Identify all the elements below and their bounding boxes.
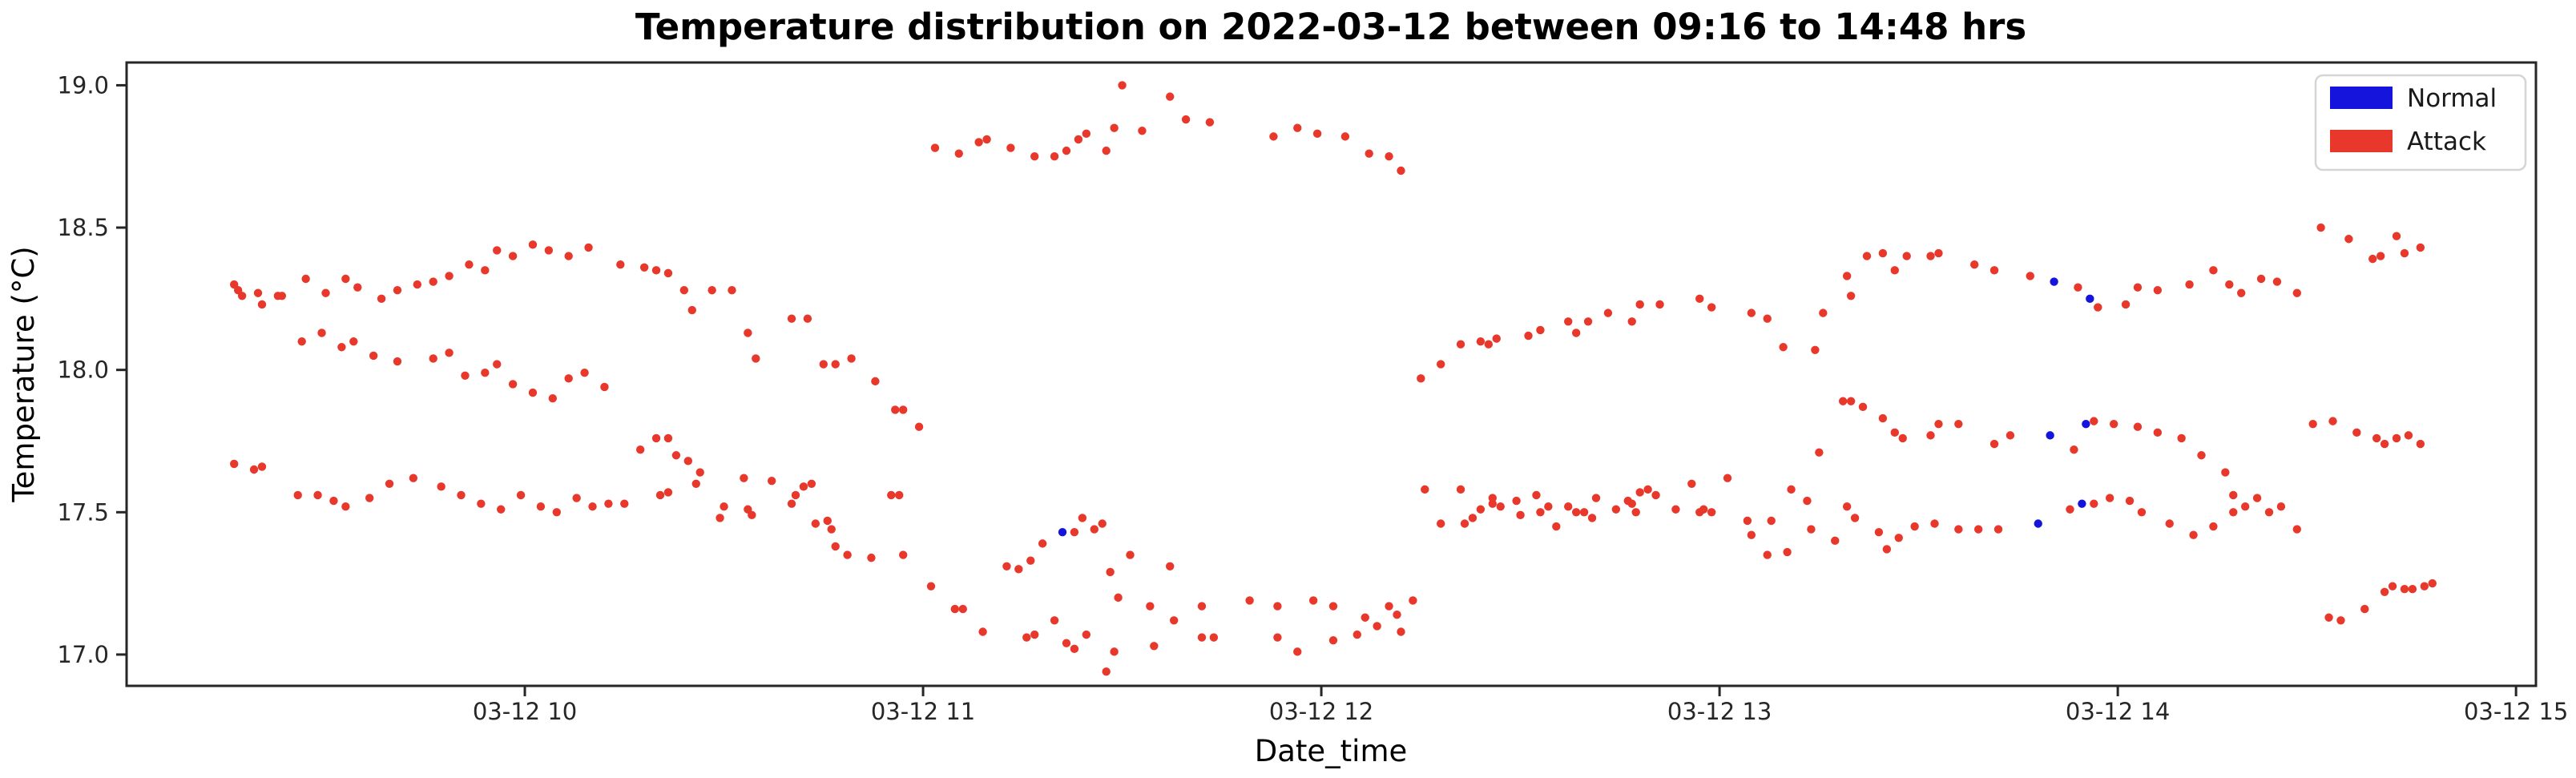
svg-text:03-12 11: 03-12 11	[871, 698, 975, 725]
y-axis-ticks: 17.0 17.5 18.0 18.5 19.0	[57, 71, 127, 668]
svg-text:18.5: 18.5	[57, 214, 109, 241]
chart-title: Temperature distribution on 2022-03-12 b…	[635, 6, 2026, 48]
svg-text:03-12 10: 03-12 10	[473, 698, 577, 725]
svg-text:03-12 14: 03-12 14	[2066, 698, 2170, 725]
x-axis-ticks: 03-12 10 03-12 11 03-12 12 03-12 13 03-12 14…	[473, 686, 2568, 725]
svg-text:17.0: 17.0	[57, 641, 109, 668]
svg-text:03-12 15: 03-12 15	[2464, 698, 2568, 725]
svg-text:03-12 13: 03-12 13	[1667, 698, 1772, 725]
legend-label-attack: Attack	[2407, 127, 2486, 156]
svg-text:19.0: 19.0	[57, 71, 109, 99]
svg-text:17.5: 17.5	[57, 498, 109, 526]
legend-swatch-attack	[2330, 130, 2393, 152]
plot-area	[125, 61, 2538, 687]
legend-label-normal: Normal	[2407, 84, 2497, 113]
legend-swatch-normal	[2330, 87, 2393, 109]
svg-text:03-12 12: 03-12 12	[1269, 698, 1373, 725]
y-axis-label: Temperature (°C)	[6, 246, 41, 502]
scatter-points-normal	[1058, 277, 2094, 537]
svg-text:18.0: 18.0	[57, 357, 109, 384]
x-axis-label: Date_time	[1255, 734, 1408, 768]
scatter-points-attack	[229, 81, 2437, 676]
legend: Normal Attack	[2314, 74, 2527, 171]
